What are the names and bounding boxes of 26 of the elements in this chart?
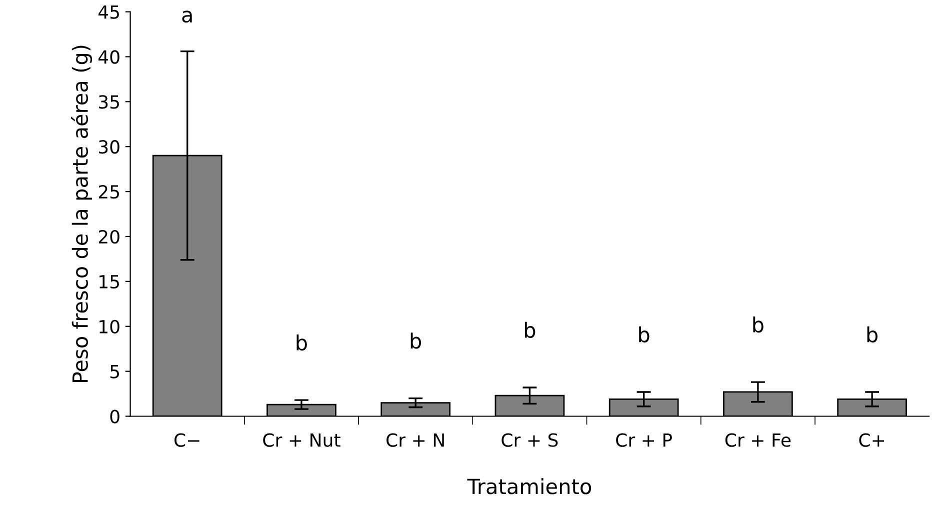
y-tick-label: 15 (100, 275, 119, 289)
x-tick-label: C+ (859, 433, 884, 447)
y-tick-label: 10 (100, 320, 120, 334)
y-tick-label: 40 (98, 50, 120, 64)
annotation: b (753, 316, 764, 333)
y-tick-label: 35 (98, 95, 119, 109)
x-tick-label: Cr + S (502, 433, 558, 447)
annotation: b (296, 334, 307, 351)
annotation: b (524, 322, 536, 338)
annotation: b (410, 332, 422, 349)
x-tick-label: Cr + P (616, 433, 672, 447)
y-tick-label: 25 (98, 185, 119, 199)
annotation: b (867, 326, 878, 342)
x-axis-title: Tratamiento (467, 478, 592, 494)
y-axis-title: Peso fresco de la parte aérea (g) (71, 46, 92, 382)
x-tick-label: Cr + Nut (263, 433, 340, 447)
annotation: a (182, 10, 192, 23)
y-tick-label: 45 (98, 5, 119, 19)
y-tick-label: 30 (98, 140, 120, 154)
y-tick-label: 5 (110, 365, 119, 378)
x-tick-label: C− (174, 433, 200, 447)
y-tick-label: 0 (110, 410, 120, 424)
y-tick-label: 20 (98, 230, 120, 244)
x-tick-label: Cr + N (386, 433, 444, 447)
x-tick-label: Cr + Fe (725, 433, 791, 447)
annotation: b (639, 326, 650, 342)
